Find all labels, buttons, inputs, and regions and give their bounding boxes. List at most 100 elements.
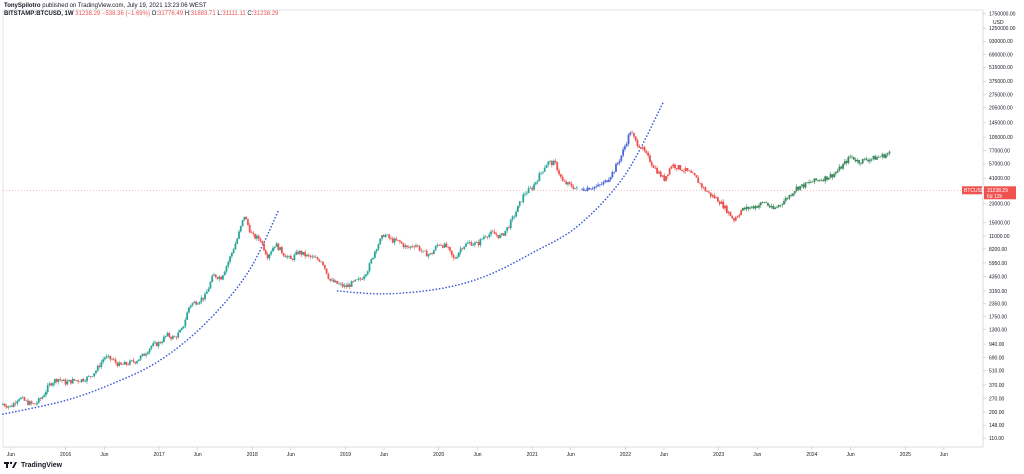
candle [681,169,684,172]
candle [112,357,115,361]
candle [384,233,387,239]
candle [118,360,121,367]
candle [109,355,112,362]
x-tick-label: 2016 [60,452,71,458]
candle [574,188,577,190]
candle [665,176,667,182]
candle [565,179,568,186]
candle [159,341,162,344]
candle [71,376,74,384]
candle [641,145,644,151]
candle [198,301,201,305]
candle [595,184,598,189]
candle [279,247,282,251]
candle [37,397,40,404]
candle [373,250,376,260]
candle [234,241,237,250]
candle [207,286,210,292]
candle [761,201,764,204]
candle [239,225,242,233]
candle [736,215,739,219]
candle [123,360,126,365]
candle [111,357,113,361]
candle [531,186,534,192]
candle [836,168,839,173]
candle [654,165,657,170]
candle [829,171,832,179]
candle [186,311,189,320]
candle [652,164,655,169]
candle [84,379,87,383]
candle [856,158,859,164]
candle [143,352,146,356]
candle [702,186,705,190]
candle [406,245,408,250]
candle [161,339,164,345]
candle [205,289,208,294]
y-tick-label: 145000.00 [989,121,1013,127]
candle [477,239,480,248]
candle [173,335,176,338]
trend-curve [2,209,280,416]
y-tick-label: 11000.00 [989,234,1010,240]
candle [734,215,737,222]
candle [46,382,49,395]
price-badge-value: 31238.29 [987,188,1008,194]
candle [649,153,651,163]
candle [688,169,691,172]
candle [418,244,421,252]
x-tick-label: 2019 [340,452,351,458]
candle [132,358,135,364]
candle [191,302,194,307]
candle [62,378,65,381]
candle [293,253,296,263]
candle [754,204,757,211]
candle [529,185,532,189]
candle [388,233,391,241]
candle [415,243,417,248]
candle [632,132,635,139]
publisher-line: TonySpilotro published on TradingView.co… [4,2,278,10]
tradingview-logo-icon [4,461,17,468]
x-tick-label: Jun [287,452,295,458]
candle [713,192,716,200]
candle [533,182,535,191]
candle [245,216,248,220]
candle [196,302,199,305]
candle [214,274,217,279]
candle [399,239,401,245]
candle [474,241,476,248]
candle [130,359,133,362]
candle [749,206,751,210]
candle [164,335,167,339]
candle [55,378,58,384]
candle [268,253,271,261]
x-tick-label: Jun [380,452,388,458]
candle [840,165,843,169]
candle [166,331,169,337]
candle [220,275,223,280]
candle [506,227,509,234]
tradingview-footer[interactable]: TradingView [4,461,62,469]
candle [331,277,333,282]
candle [438,244,441,246]
candle [352,280,355,284]
candle [377,243,380,252]
candle [247,217,249,227]
low-value: 31111.11 [222,11,246,17]
candle [591,186,594,191]
candle [175,335,178,341]
candle [320,261,323,263]
x-tick-label: Jun [940,452,948,458]
candle [52,382,54,388]
candle [872,155,875,161]
candle [189,304,192,309]
publisher-name[interactable]: TonySpilotro [4,3,41,9]
candle [318,258,321,263]
candle [634,136,637,143]
candle [325,268,328,275]
candle [266,252,269,260]
candle [102,356,105,365]
x-tick-label: Jun [753,452,761,458]
